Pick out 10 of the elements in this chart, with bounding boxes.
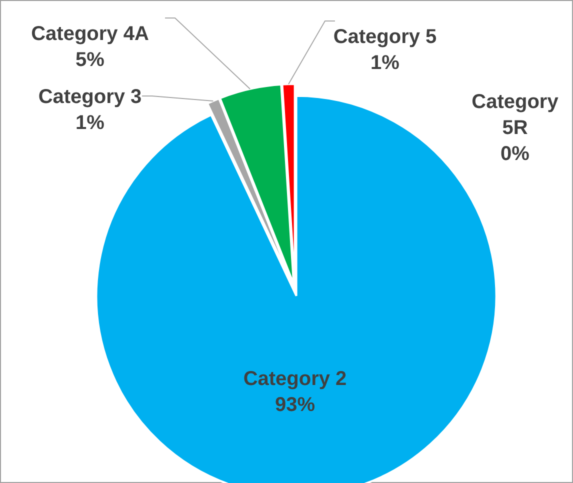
data-label: 93% bbox=[274, 394, 316, 416]
text: 0% bbox=[500, 143, 530, 165]
slice-label: Category 2 bbox=[243, 368, 347, 390]
data-label: 5% bbox=[76, 49, 105, 71]
slice-label: Category 3 bbox=[38, 86, 142, 108]
category-label: Category 5R bbox=[472, 91, 558, 139]
data-label: 1% bbox=[370, 52, 400, 74]
data-label: 1% bbox=[76, 112, 105, 134]
slice-label: Category 5 bbox=[333, 26, 437, 48]
slice-label: Category 4A bbox=[31, 23, 149, 45]
